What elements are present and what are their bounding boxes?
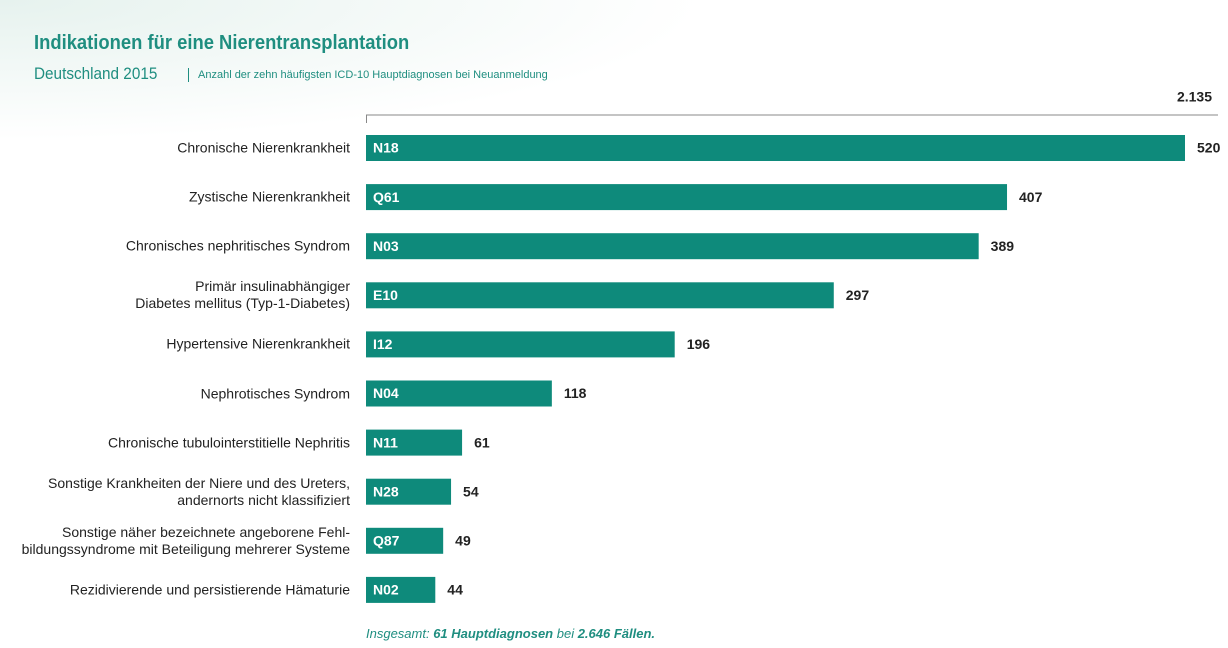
bar — [366, 233, 979, 260]
value-label: 297 — [846, 287, 870, 303]
category-label: Nephrotisches Syndrom — [200, 385, 350, 401]
bar — [366, 380, 552, 407]
bar-code: N02 — [373, 582, 399, 598]
bar-code: Q87 — [373, 533, 400, 549]
bar — [366, 478, 452, 505]
category-label: Sonstige Krankheiten der Niere und des U… — [48, 474, 350, 508]
bar — [366, 331, 675, 358]
value-label: 407 — [1019, 189, 1043, 205]
bar — [366, 576, 436, 603]
bar-code: N03 — [373, 238, 399, 254]
category-label: Chronisches nephritisches Syndrom — [125, 237, 350, 254]
bar-code: N11 — [373, 434, 398, 450]
footer-text: Insgesamt: — [366, 626, 434, 641]
value-label: 61 — [474, 434, 490, 450]
bar-code: N18 — [373, 140, 399, 156]
total-label: 2.135 — [1177, 89, 1212, 105]
subtitle-note: Anzahl der zehn häufigsten ICD-10 Hauptd… — [198, 69, 548, 81]
bar-code: E10 — [373, 287, 398, 303]
bar — [366, 527, 444, 554]
category-label: Hypertensive Nierenkrankheit — [166, 335, 350, 352]
category-label: Sonstige näher bezeichnete angeborene Fe… — [21, 523, 350, 557]
separator — [188, 68, 189, 82]
footer: Insgesamt: 61 Hauptdiagnosen bei 2.646 F… — [366, 626, 655, 641]
footer-text: 61 Hauptdiagnosen — [433, 626, 554, 641]
value-label: 54 — [463, 483, 479, 499]
bar — [366, 184, 1008, 211]
category-label: Chronische tubulointerstitielle Nephriti… — [107, 434, 350, 451]
category-label: Primär insulinabhängiger Diabetes mellit… — [135, 278, 350, 312]
value-label: 389 — [991, 238, 1015, 254]
value-label: 520 — [1197, 140, 1221, 156]
value-label: 196 — [687, 336, 711, 352]
chart-title: Indikationen für eine Nierentransplantat… — [34, 32, 410, 54]
bar — [366, 135, 1185, 161]
bar — [366, 282, 834, 309]
bar-code: I12 — [373, 336, 393, 352]
bar-code: N04 — [373, 385, 399, 401]
category-label: Chronische Nierenkrankheit — [177, 139, 350, 156]
chart-subtitle: Deutschland 2015 — [34, 64, 158, 83]
footer-text: 2.646 Fällen. — [577, 626, 656, 641]
value-label: 44 — [447, 582, 463, 598]
category-label: Rezidivierende und persistierende Hämatu… — [69, 581, 350, 598]
bar-code: N28 — [373, 483, 399, 499]
value-label: 49 — [455, 533, 471, 549]
value-label: 118 — [564, 385, 587, 401]
footer-text: bei — [553, 626, 578, 641]
bar — [366, 429, 463, 456]
category-label: Zystische Nierenkrankheit — [188, 188, 350, 205]
bar-code: Q61 — [373, 189, 400, 205]
